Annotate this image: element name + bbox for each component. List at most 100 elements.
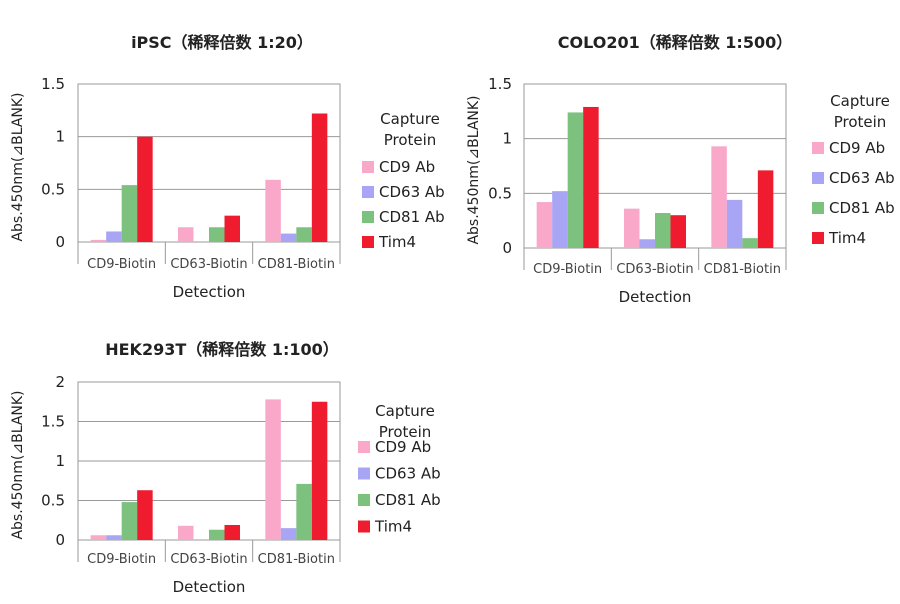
y-tick-label: 1: [55, 452, 65, 470]
bar-cd63-ab-cd81-biotin: [280, 528, 297, 540]
legend-swatch: [812, 142, 824, 154]
legend-label: CD9 Ab: [829, 139, 885, 157]
y-tick-label: 1.5: [41, 413, 65, 431]
bar-cd63-ab-cd9-biotin: [552, 191, 568, 248]
legend-swatch: [358, 467, 370, 480]
legend-label: CD9 Ab: [375, 438, 431, 456]
bar-cd63-ab-cd81-biotin: [280, 233, 297, 242]
bar-cd81-ab-cd63-biotin: [209, 227, 225, 242]
x-axis-title: Detection: [173, 283, 246, 301]
legend-title: Capture Protein: [380, 110, 440, 149]
bar-cd63-ab-cd9-biotin: [106, 535, 122, 540]
legend-swatch: [812, 172, 824, 184]
y-tick-label: 0: [502, 239, 512, 257]
bar-cd81-ab-cd81-biotin: [296, 227, 312, 242]
category-label: CD63-Biotin: [616, 262, 693, 277]
legend-swatch: [358, 520, 370, 533]
legend-label: CD63 Ab: [379, 183, 445, 201]
legend-title: Capture Protein: [830, 92, 890, 131]
category-label: CD81-Biotin: [704, 262, 781, 277]
bar-cd63-ab-cd9-biotin: [106, 231, 122, 242]
legend-label: Tim4: [378, 233, 416, 251]
category-label: CD63-Biotin: [170, 257, 247, 272]
y-tick-label: 0.5: [41, 180, 65, 198]
y-axis-title: Abs.450nm(⊿BLANK): [10, 390, 26, 539]
category-label: CD9-Biotin: [533, 262, 602, 277]
legend-swatch: [812, 202, 824, 214]
legend-title-line: Protein: [834, 113, 887, 131]
chart-title: iPSC（稀释倍数 1:20）: [131, 33, 313, 52]
y-tick-label: 1.5: [488, 75, 512, 93]
x-axis-title: Detection: [173, 578, 246, 596]
bar-cd9-ab-cd63-biotin: [178, 227, 194, 242]
legend-label: CD63 Ab: [829, 169, 895, 187]
category-label: CD9-Biotin: [87, 552, 156, 567]
bar-cd9-ab-cd81-biotin: [711, 146, 727, 248]
bar-tim4-cd9-biotin: [583, 106, 599, 249]
legend-label: CD81 Ab: [379, 208, 445, 226]
bar-cd9-ab-cd81-biotin: [265, 179, 281, 242]
legend-title-line: Capture: [830, 92, 890, 110]
bar-tim4-cd81-biotin: [311, 401, 328, 540]
bar-cd9-ab-cd63-biotin: [178, 525, 194, 540]
category-label: CD9-Biotin: [87, 257, 156, 272]
legend-title-line: Capture: [375, 402, 435, 420]
y-tick-label: 0: [55, 531, 65, 549]
x-axis-title: Detection: [619, 288, 692, 306]
bar-cd63-ab-cd81-biotin: [726, 199, 743, 248]
legend-title: Capture Protein: [375, 402, 435, 441]
legend-swatch: [362, 211, 374, 223]
bar-tim4-cd9-biotin: [137, 490, 153, 540]
legend-swatch: [362, 236, 374, 248]
bar-tim4-cd9-biotin: [137, 136, 153, 242]
legend-label: CD63 Ab: [375, 465, 441, 483]
bar-cd9-ab-cd63-biotin: [624, 208, 640, 248]
category-label: CD63-Biotin: [170, 552, 247, 567]
legend-title-line: Capture: [380, 110, 440, 128]
category-label: CD81-Biotin: [258, 257, 335, 272]
bar-cd9-ab-cd81-biotin: [265, 399, 281, 540]
y-tick-label: 2: [55, 373, 65, 391]
legend-label: Tim4: [374, 518, 412, 536]
bar-cd81-ab-cd9-biotin: [567, 112, 584, 248]
chart-title: HEK293T（稀释倍数 1:100）: [105, 340, 339, 359]
bar-cd9-ab-cd9-biotin: [536, 202, 553, 248]
y-tick-label: 0.5: [488, 184, 512, 202]
y-tick-label: 1: [502, 130, 512, 148]
bar-tim4-cd63-biotin: [670, 215, 686, 248]
bar-tim4-cd81-biotin: [757, 170, 774, 248]
legend-label: Tim4: [828, 229, 866, 247]
bar-tim4-cd63-biotin: [224, 215, 240, 242]
bar-cd81-ab-cd81-biotin: [296, 483, 312, 540]
chart-2: [77, 381, 370, 562]
bar-cd9-ab-cd9-biotin: [90, 535, 107, 540]
y-axis-title: Abs.450nm(⊿BLANK): [10, 92, 26, 241]
bar-tim4-cd81-biotin: [311, 113, 328, 242]
y-tick-label: 1: [55, 128, 65, 146]
bar-tim4-cd63-biotin: [224, 524, 240, 540]
y-tick-label: 0.5: [41, 492, 65, 510]
legend-swatch: [358, 494, 370, 506]
y-tick-label: 1.5: [41, 75, 65, 93]
bar-cd81-ab-cd63-biotin: [655, 213, 671, 248]
bar-cd81-ab-cd9-biotin: [121, 502, 138, 540]
chart-1: [523, 83, 824, 270]
y-tick-label: 0: [55, 233, 65, 251]
chart-0: [77, 83, 374, 264]
legend-swatch: [812, 232, 824, 244]
category-label: CD81-Biotin: [258, 552, 335, 567]
bar-cd63-ab-cd63-biotin: [639, 239, 655, 248]
legend-label: CD81 Ab: [375, 491, 441, 509]
bar-cd81-ab-cd9-biotin: [121, 185, 138, 242]
legend-swatch: [358, 441, 370, 453]
legend-swatch: [362, 161, 374, 173]
plot-frame: [77, 83, 341, 243]
legend-swatch: [362, 186, 374, 198]
legend-title-line: Protein: [379, 423, 432, 441]
legend-title-line: Protein: [384, 131, 437, 149]
bar-cd81-ab-cd81-biotin: [742, 238, 758, 248]
chart-title: COLO201（稀释倍数 1:500）: [558, 33, 792, 52]
y-axis-title: Abs.450nm(⊿BLANK): [466, 95, 482, 244]
